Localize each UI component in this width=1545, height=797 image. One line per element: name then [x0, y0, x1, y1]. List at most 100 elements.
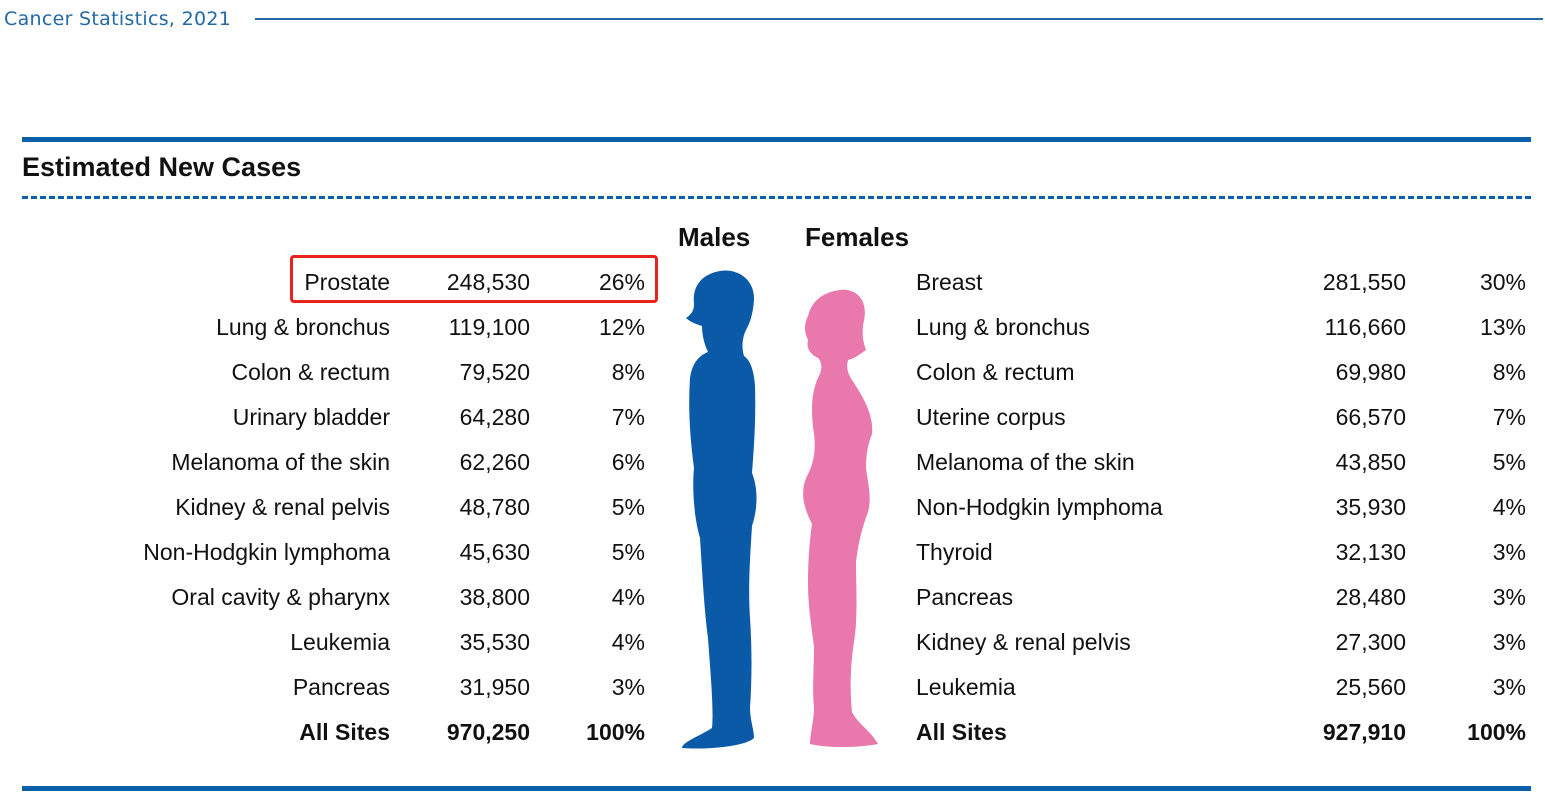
- table-row: Colon & rectum 69,980 8%: [916, 350, 1531, 395]
- highlight-box: [290, 255, 658, 303]
- site-name: Pancreas: [916, 584, 1014, 610]
- site-name: Uterine corpus: [916, 404, 1066, 430]
- site-name: All Sites: [299, 719, 390, 745]
- percent: 3%: [1492, 584, 1526, 610]
- percent: 6%: [611, 449, 645, 475]
- percent: 7%: [611, 404, 645, 430]
- percent: 5%: [611, 539, 645, 565]
- table-row: Uterine corpus 66,570 7%: [916, 395, 1531, 440]
- case-count: 119,100: [448, 314, 530, 340]
- header-rule: [255, 18, 1543, 20]
- site-name: Pancreas: [292, 674, 390, 700]
- percent: 5%: [611, 494, 645, 520]
- males-table: Prostate 248,530 26% Lung & bronchus 119,100…: [0, 260, 660, 755]
- females-table: Breast 281,550 30% Lung & bronchus 116,660 13…: [916, 260, 1531, 755]
- site-name: Colon & rectum: [231, 359, 390, 385]
- table-row: Breast 281,550 30%: [916, 260, 1531, 305]
- percent: 13%: [1479, 314, 1526, 340]
- case-count: 27,300: [1335, 629, 1406, 655]
- site-name: Non-Hodgkin lymphoma: [143, 539, 390, 565]
- section-title: Estimated New Cases: [22, 152, 302, 182]
- table-row: Non-Hodgkin lymphoma 45,630 5%: [0, 530, 660, 575]
- males-total-row: All Sites 970,250 100%: [0, 710, 660, 755]
- case-count: 35,530: [459, 629, 530, 655]
- females-total-row: All Sites 927,910 100%: [916, 710, 1531, 755]
- site-name: Thyroid: [916, 539, 993, 565]
- case-count: 43,850: [1335, 449, 1406, 475]
- percent: 5%: [1492, 449, 1526, 475]
- case-count: 281,550: [1322, 269, 1406, 295]
- case-count: 116,660: [1324, 314, 1406, 340]
- page-header-title: Cancer Statistics, 2021: [4, 8, 232, 30]
- table-row: Colon & rectum 79,520 8%: [0, 350, 660, 395]
- bottom-rule: [22, 786, 1531, 791]
- female-silhouette-icon: [803, 289, 878, 747]
- site-name: Leukemia: [290, 629, 390, 655]
- column-header-males: Males: [678, 222, 751, 252]
- table-row: Melanoma of the skin 62,260 6%: [0, 440, 660, 485]
- case-count: 248,530: [446, 269, 530, 295]
- site-name: All Sites: [916, 719, 1007, 745]
- percent: 8%: [611, 359, 645, 385]
- site-name: Non-Hodgkin lymphoma: [916, 494, 1163, 520]
- male-silhouette-icon: [682, 270, 757, 749]
- top-rule: [22, 137, 1531, 142]
- table-row: Kidney & renal pelvis 48,780 5%: [0, 485, 660, 530]
- table-row: Non-Hodgkin lymphoma 35,930 4%: [916, 485, 1531, 530]
- case-count: 69,980: [1335, 359, 1406, 385]
- case-count: 48,780: [459, 494, 530, 520]
- site-name: Lung & bronchus: [916, 314, 1090, 340]
- table-row: Lung & bronchus 116,660 13%: [916, 305, 1531, 350]
- case-count: 64,280: [459, 404, 530, 430]
- table-row: Melanoma of the skin 43,850 5%: [916, 440, 1531, 485]
- column-header-females: Females: [805, 222, 910, 252]
- case-count: 38,800: [459, 584, 530, 610]
- site-name: Leukemia: [916, 674, 1016, 700]
- case-count: 62,260: [459, 449, 530, 475]
- percent: 3%: [1492, 539, 1526, 565]
- case-count: 45,630: [459, 539, 530, 565]
- percent: 100%: [1467, 719, 1526, 745]
- percent: 3%: [1492, 629, 1526, 655]
- table-row: Lung & bronchus 119,100 12%: [0, 305, 660, 350]
- table-row: Leukemia 25,560 3%: [916, 665, 1531, 710]
- percent: 3%: [611, 674, 645, 700]
- percent: 3%: [1492, 674, 1526, 700]
- case-count: 25,560: [1335, 674, 1406, 700]
- case-count: 79,520: [459, 359, 530, 385]
- site-name: Lung & bronchus: [216, 314, 390, 340]
- percent: 7%: [1492, 404, 1526, 430]
- percent: 30%: [1479, 269, 1526, 295]
- table-row: Prostate 248,530 26%: [0, 260, 660, 305]
- case-count: 32,130: [1335, 539, 1406, 565]
- site-name: Urinary bladder: [232, 404, 390, 430]
- site-name: Breast: [916, 269, 983, 295]
- site-name: Melanoma of the skin: [916, 449, 1135, 475]
- case-count: 927,910: [1322, 719, 1406, 745]
- case-count: 28,480: [1335, 584, 1406, 610]
- table-row: Oral cavity & pharynx 38,800 4%: [0, 575, 660, 620]
- percent: 100%: [586, 719, 645, 745]
- percent: 4%: [611, 629, 645, 655]
- table-row: Thyroid 32,130 3%: [916, 530, 1531, 575]
- case-count: 35,930: [1335, 494, 1406, 520]
- table-row: Leukemia 35,530 4%: [0, 620, 660, 665]
- case-count: 970,250: [446, 719, 530, 745]
- site-name: Kidney & renal pelvis: [175, 494, 390, 520]
- table-row: Pancreas 31,950 3%: [0, 665, 660, 710]
- dashed-divider: [22, 196, 1531, 199]
- table-row: Kidney & renal pelvis 27,300 3%: [916, 620, 1531, 665]
- percent: 4%: [611, 584, 645, 610]
- percent: 26%: [598, 269, 645, 295]
- site-name: Kidney & renal pelvis: [916, 629, 1131, 655]
- site-name: Colon & rectum: [916, 359, 1075, 385]
- percent: 12%: [598, 314, 645, 340]
- table-row: Urinary bladder 64,280 7%: [0, 395, 660, 440]
- site-name: Prostate: [304, 269, 390, 295]
- site-name: Melanoma of the skin: [171, 449, 390, 475]
- percent: 4%: [1492, 494, 1526, 520]
- site-name: Oral cavity & pharynx: [171, 584, 390, 610]
- case-count: 66,570: [1335, 404, 1406, 430]
- percent: 8%: [1492, 359, 1526, 385]
- case-count: 31,950: [459, 674, 530, 700]
